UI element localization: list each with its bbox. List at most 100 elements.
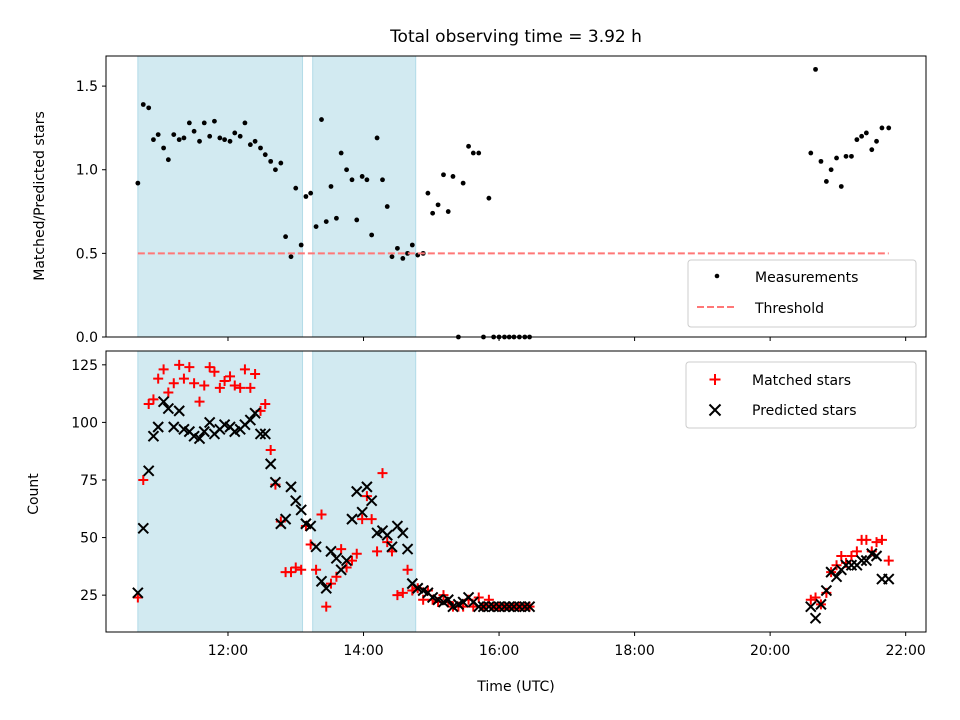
- matched-star-point: [372, 546, 383, 557]
- predicted-star-point: [285, 481, 297, 493]
- matched-star-point: [851, 546, 862, 557]
- predicted-star-point: [523, 600, 536, 613]
- predicted-star-point: [244, 414, 257, 426]
- legend-matched-label: Matched stars: [752, 373, 851, 389]
- predicted-star-point: [304, 520, 317, 532]
- measurement-point: [450, 174, 456, 179]
- measurement-point: [293, 185, 299, 191]
- top-panel: 0.0 0.5 1.0 1.5 Total observing time = 3.92…: [32, 27, 927, 346]
- bottom-shaded-intervals: [137, 350, 417, 633]
- legend-predicted-marker: [708, 403, 722, 417]
- measurement-point: [470, 150, 476, 156]
- matched-star-point: [209, 366, 220, 377]
- top-legend-box: [687, 259, 917, 328]
- measurement-point: [445, 209, 451, 214]
- measurement-point: [364, 177, 370, 183]
- top-shaded-intervals: [137, 55, 417, 338]
- measurement-point: [242, 120, 248, 126]
- predicted-star-point: [473, 600, 485, 613]
- matched-star-point: [163, 387, 174, 398]
- x-tick-label: 22:00: [885, 643, 925, 659]
- top-y-tick-label: 1.0: [76, 163, 98, 179]
- measurement-point: [197, 138, 202, 144]
- matched-star-point: [377, 468, 388, 479]
- measurement-point: [146, 105, 152, 111]
- matched-star-point: [138, 474, 149, 485]
- predicted-star-point: [132, 587, 144, 599]
- measurement-point: [155, 132, 161, 138]
- measurement-point: [874, 138, 879, 144]
- top-title: Total observing time = 3.92 h: [389, 27, 642, 47]
- matched-star-point: [397, 587, 408, 598]
- measurement-point: [823, 179, 829, 184]
- measurement-point: [354, 217, 360, 223]
- measurement-point: [863, 130, 869, 136]
- predicted-star-point: [203, 416, 216, 429]
- bottom-panel: 25 50 75 100 125 12:00 14:00 16:00 18:00 20:00 22…: [26, 350, 927, 695]
- predicted-star-point: [173, 405, 185, 417]
- measurement-point: [441, 172, 446, 178]
- measurement-point: [247, 142, 253, 148]
- matched-star-point: [311, 564, 322, 575]
- matched-star-point: [846, 550, 857, 561]
- legend-matched-marker: [709, 374, 721, 385]
- measurement-point: [278, 160, 284, 166]
- measurement-point: [349, 177, 355, 183]
- predicted-star-point: [290, 495, 302, 507]
- predicted-star-point: [315, 575, 328, 588]
- measurement-point: [191, 128, 197, 134]
- bottom-x-axis-label: Time (UTC): [476, 679, 554, 695]
- matched-star-point: [235, 382, 246, 393]
- top-y-tick-label: 0.5: [76, 246, 98, 262]
- matched-star-point: [219, 375, 230, 386]
- matched-star-point: [265, 445, 276, 456]
- predicted-star-point: [162, 402, 175, 415]
- bottom-y-axis: 25 50 75 100 125: [71, 358, 106, 604]
- predicted-star-point: [860, 554, 873, 567]
- measurement-point: [161, 145, 167, 151]
- measurement-point: [176, 137, 182, 143]
- predicted-star-point: [137, 522, 149, 535]
- predicted-star-point: [356, 506, 368, 518]
- bottom-y-axis-label: Count: [26, 473, 42, 515]
- top-axes-frame: [105, 55, 927, 338]
- legend-measurements-label: Measurements: [755, 270, 858, 286]
- legend-predicted-label: Predicted stars: [752, 403, 857, 419]
- matched-star-point: [810, 592, 821, 603]
- measurement-point: [288, 254, 294, 260]
- measurement-point: [313, 224, 319, 230]
- top-shaded-interval: [312, 55, 417, 338]
- measurement-point: [869, 147, 875, 153]
- measurement-point: [400, 255, 406, 261]
- matched-star-point: [316, 509, 327, 520]
- measurement-point: [328, 184, 334, 189]
- measurement-point: [430, 210, 436, 216]
- measurement-point: [319, 117, 324, 122]
- measurement-point: [425, 190, 431, 196]
- x-tick-label: 16:00: [479, 643, 519, 659]
- x-tick-label: 14:00: [343, 643, 383, 659]
- predicted-star-point: [365, 495, 378, 507]
- measurement-point: [435, 202, 441, 208]
- measurement-point: [283, 234, 288, 240]
- top-y-axis-label: Matched/Predicted stars: [32, 111, 48, 281]
- bottom-y-tick-label: 100: [71, 415, 98, 431]
- measurement-point: [813, 66, 818, 72]
- predicted-star-point: [330, 552, 343, 565]
- matched-star-point: [392, 590, 403, 601]
- measurement-point: [879, 125, 885, 131]
- matched-star-point: [225, 371, 236, 382]
- matched-star-point: [204, 362, 215, 373]
- predicted-star-point: [442, 594, 454, 606]
- measurement-point: [258, 145, 263, 151]
- matched-star-point: [245, 382, 256, 393]
- matched-star-point: [296, 564, 307, 575]
- measurement-point: [323, 219, 329, 224]
- bottom-legend-box: [685, 361, 917, 429]
- matched-star-point: [178, 373, 189, 384]
- matched-star-point: [229, 380, 240, 391]
- x-tick-label: 20:00: [750, 643, 790, 659]
- top-data-marks: [135, 66, 892, 340]
- matched-star-point: [143, 398, 154, 409]
